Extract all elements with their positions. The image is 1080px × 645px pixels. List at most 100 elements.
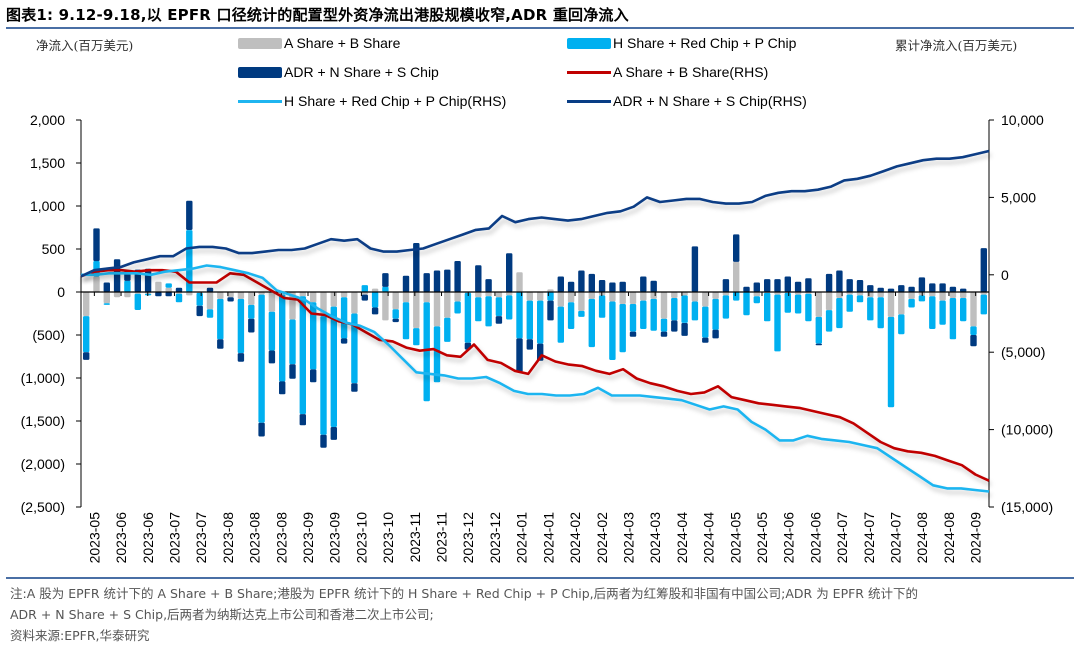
bar-segment-h bbox=[980, 294, 987, 315]
bar-segment-h bbox=[836, 298, 843, 329]
bar-segment-adr bbox=[671, 320, 678, 332]
right-tick-label: (10,000) bbox=[1001, 422, 1053, 438]
bar-segment-adr bbox=[506, 253, 513, 292]
bar-segment-h bbox=[743, 292, 750, 316]
bar-segment-h bbox=[464, 292, 472, 343]
bar-segment-adr bbox=[320, 434, 327, 448]
legend-item-ab-line: A Share + B Share(RHS) bbox=[567, 64, 768, 80]
legend-item-h-bar: H Share + Red Chip + P Chip bbox=[567, 35, 796, 51]
bar-segment-h bbox=[279, 294, 286, 382]
bar-segment-ab bbox=[475, 292, 482, 298]
bar-segment-ab bbox=[113, 292, 121, 298]
bar-segment-ab bbox=[774, 292, 781, 295]
bar-segment-ab bbox=[939, 292, 946, 301]
x-tick-label: 2023-11 bbox=[434, 512, 450, 563]
bar-segment-adr bbox=[712, 329, 719, 339]
x-tick-label: 2024-01 bbox=[514, 512, 530, 564]
legend-swatch-h-bar bbox=[567, 37, 611, 49]
bar-segment-h bbox=[702, 306, 709, 338]
bar-segment-adr bbox=[113, 259, 121, 292]
x-tick-label: 2023-10 bbox=[353, 512, 369, 564]
x-tick-label: 2024-05 bbox=[727, 512, 743, 564]
lines-layer bbox=[80, 149, 990, 493]
bar-segment-ab bbox=[124, 292, 131, 298]
bar-segment-ab bbox=[557, 292, 564, 307]
bar-segment-ab bbox=[423, 292, 430, 303]
footer-divider bbox=[6, 577, 1074, 579]
bar-segment-adr bbox=[815, 343, 822, 346]
bar-segment-adr bbox=[186, 200, 193, 230]
bar-segment-ab bbox=[970, 292, 977, 327]
left-tick-label: 2,000 bbox=[30, 112, 65, 128]
legend-label: ADR + N Share + S Chip(RHS) bbox=[613, 93, 807, 109]
bar-segment-adr bbox=[547, 300, 554, 321]
left-tick-label: 500 bbox=[42, 241, 66, 257]
x-tick-label: 2024-08 bbox=[914, 512, 930, 564]
title-divider bbox=[6, 27, 1074, 29]
bar-segment-adr bbox=[361, 294, 368, 301]
bar-segment-h bbox=[609, 301, 616, 360]
legend-label: A Share + B Share(RHS) bbox=[613, 64, 769, 80]
bar-segment-h bbox=[423, 302, 430, 402]
bar-segment-h bbox=[351, 313, 358, 384]
bar-segment-h bbox=[629, 304, 637, 332]
bar-segment-adr bbox=[722, 279, 730, 292]
bar-segment-adr bbox=[134, 269, 141, 292]
bar-segment-ab bbox=[908, 292, 915, 299]
bar-segment-adr bbox=[598, 280, 606, 292]
bar-segment-h bbox=[898, 314, 905, 335]
bar-segment-ab bbox=[268, 292, 276, 312]
x-tick-label: 2024-03 bbox=[620, 512, 636, 564]
bar-segment-h bbox=[733, 292, 740, 301]
bar-segment-h bbox=[526, 300, 533, 340]
bar-segment-adr bbox=[743, 286, 750, 292]
bar-segment-h bbox=[258, 294, 265, 423]
bar-segment-ab bbox=[671, 292, 678, 298]
bar-segment-h bbox=[124, 280, 131, 292]
bar-segment-adr bbox=[970, 335, 977, 347]
bar-segment-ab bbox=[227, 292, 234, 298]
bar-segment-ab bbox=[413, 292, 420, 329]
right-tick-label: 0 bbox=[1001, 267, 1009, 283]
bar-segment-adr bbox=[918, 277, 926, 292]
bar-segment-h bbox=[867, 297, 874, 321]
x-tick-label: 2023-07 bbox=[166, 512, 182, 564]
bar-segment-h bbox=[165, 283, 172, 288]
bar-segment-h bbox=[691, 301, 699, 321]
bar-segment-h bbox=[929, 296, 936, 329]
bar-segment-h bbox=[454, 301, 461, 314]
bar-segment-h bbox=[846, 294, 853, 312]
bar-segment-ab bbox=[485, 292, 492, 297]
bar-segment-ab bbox=[165, 287, 172, 292]
bar-segment-ab bbox=[547, 289, 554, 292]
bar-segment-ab bbox=[846, 292, 853, 295]
bar-segment-ab bbox=[856, 292, 864, 296]
bar-segment-ab bbox=[506, 292, 513, 296]
x-tick-label: 2024-04 bbox=[674, 512, 690, 564]
bar-segment-adr bbox=[681, 323, 688, 336]
bar-segment-h bbox=[764, 292, 771, 322]
bar-segment-ab bbox=[877, 292, 884, 298]
bar-segment-adr bbox=[825, 273, 833, 292]
x-tick-label: 2023-06 bbox=[113, 512, 129, 564]
bar-segment-adr bbox=[856, 280, 864, 292]
x-tick-label: 2024-06 bbox=[807, 512, 823, 564]
bar-segment-h bbox=[970, 326, 977, 335]
bar-segment-h bbox=[805, 293, 812, 322]
bar-segment-h bbox=[248, 304, 255, 319]
bar-segment-adr bbox=[392, 318, 399, 323]
bar-segment-h bbox=[237, 298, 245, 354]
legend-item-h-line: H Share + Red Chip + P Chip(RHS) bbox=[238, 93, 506, 109]
bar-segment-adr bbox=[609, 282, 616, 292]
line-adr-cumulative bbox=[80, 149, 990, 278]
legend-item-adr-line: ADR + N Share + S Chip(RHS) bbox=[567, 93, 807, 109]
bar-segment-ab bbox=[382, 292, 389, 321]
bar-segment-ab bbox=[351, 292, 358, 314]
bar-segment-ab bbox=[619, 292, 626, 304]
left-tick-label: 1,500 bbox=[30, 155, 65, 171]
bar-segment-adr bbox=[753, 282, 760, 292]
bar-segment-ab bbox=[454, 292, 461, 302]
bar-segment-h bbox=[650, 298, 657, 331]
bar-segment-h bbox=[588, 298, 595, 348]
bar-segment-h bbox=[289, 319, 296, 365]
